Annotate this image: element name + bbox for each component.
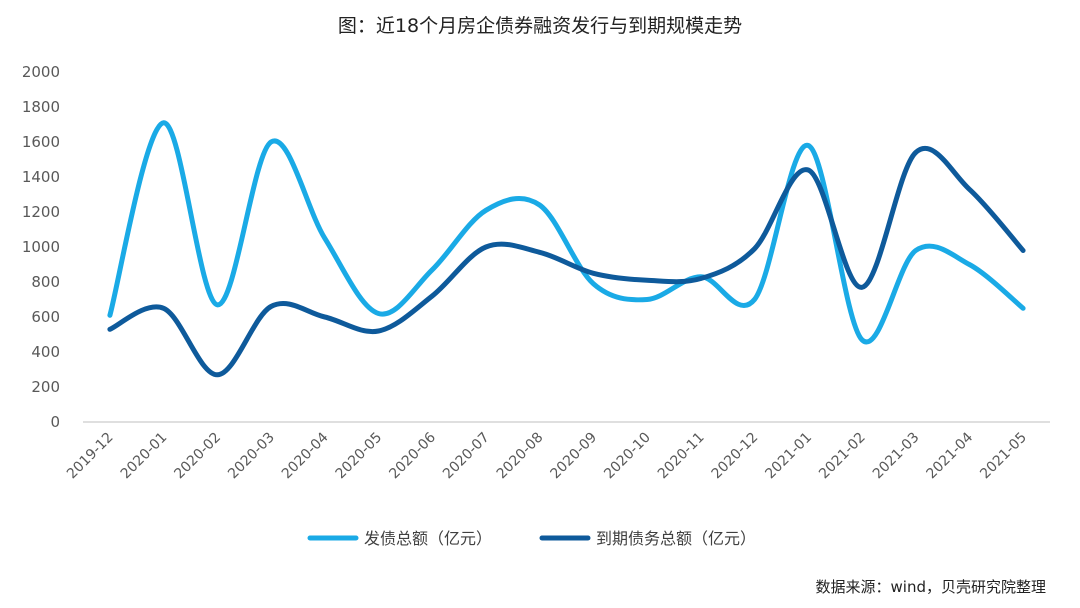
x-axis: 2019-12 2020-01 2020-02 2020-03 2020-04 2020-… [64,429,1030,482]
y-tick-label: 600 [31,308,60,326]
y-tick-label: 1400 [22,168,60,186]
y-tick-label: 1200 [22,203,60,221]
x-tick-label: 2020-04 [279,429,332,482]
y-tick-label: 800 [31,273,60,291]
y-tick-label: 2000 [22,63,60,81]
series-2 [107,146,1026,378]
x-tick-label: 2020-01 [118,430,171,483]
x-tick-label: 2020-02 [171,430,224,483]
y-tick-label: 1600 [22,133,60,151]
y-tick-label: 200 [31,378,60,396]
x-tick-label: 2021-04 [924,429,977,482]
x-tick-label: 2020-09 [548,430,601,483]
x-tick-label: 2021-05 [977,430,1030,483]
x-tick-label: 2019-12 [64,430,117,483]
x-tick-label: 2021-03 [870,430,923,483]
x-tick-label: 2020-12 [709,430,762,483]
source-note: 数据来源：wind，贝壳研究院整理 [816,578,1046,596]
legend-label: 发债总额（亿元） [364,529,492,548]
x-tick-label: 2021-02 [816,430,869,483]
x-tick-label: 2020-07 [440,430,493,483]
x-tick-label: 2020-10 [601,430,654,483]
series-line [107,120,1026,345]
chart-title: 图：近18个月房企债券融资发行与到期规模走势 [338,15,742,37]
x-tick-label: 2020-05 [333,430,386,483]
x-tick-label: 2020-06 [386,429,439,482]
y-tick-label: 1800 [22,98,60,116]
x-tick-label: 2020-11 [655,430,708,483]
series-lines [107,120,1026,378]
y-axis: 0 200 400 600 800 1000 1200 1400 1600 1800 2000 [22,63,60,431]
x-tick-label: 2020-08 [494,430,547,483]
y-tick-label: 1000 [22,238,60,256]
x-tick-label: 2020-03 [225,430,278,483]
y-tick-label: 0 [50,413,60,431]
legend: 发债总额（亿元） 到期债务总额（亿元） [307,529,756,548]
legend-label: 到期债务总额（亿元） [596,529,756,548]
y-tick-label: 400 [31,343,60,361]
series-line [107,146,1026,378]
x-tick-label: 2021-01 [762,430,815,483]
series-1 [107,120,1026,345]
